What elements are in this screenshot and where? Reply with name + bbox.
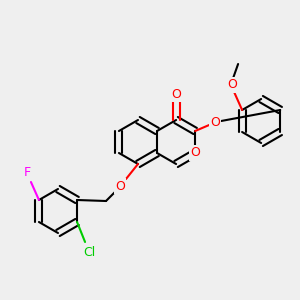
Text: O: O: [210, 116, 220, 128]
Text: O: O: [115, 179, 125, 193]
Text: O: O: [227, 79, 237, 92]
Text: O: O: [171, 88, 181, 100]
Text: F: F: [23, 167, 31, 179]
Text: Cl: Cl: [83, 245, 95, 259]
Text: O: O: [190, 146, 200, 160]
